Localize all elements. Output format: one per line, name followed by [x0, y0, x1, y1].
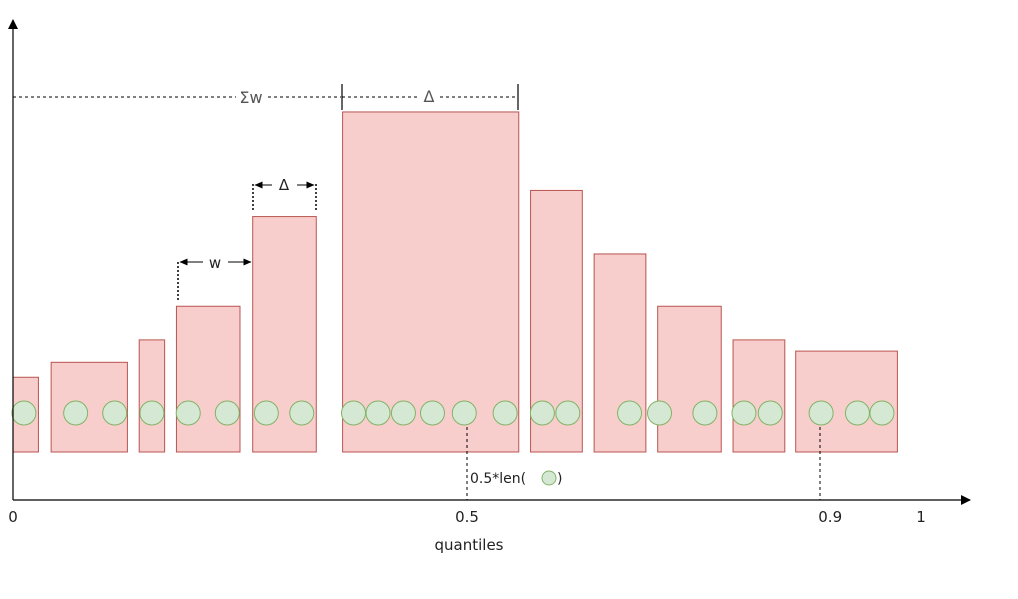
bin-bar-10: [732, 339, 786, 453]
data-point-5: [175, 400, 201, 426]
bin-bar-4: [175, 305, 241, 453]
x-tick-label-1: 1: [916, 508, 926, 526]
data-point-13: [451, 400, 477, 426]
sum-w-label: Σw: [239, 88, 262, 107]
data-point-1: [11, 400, 37, 426]
data-point-2: [63, 400, 89, 426]
data-point-8: [289, 400, 315, 426]
delta-bracket-top: [341, 84, 519, 110]
data-point-14: [492, 400, 518, 426]
data-point-7: [253, 400, 279, 426]
delta-bracket-mid: [252, 181, 317, 212]
data-point-15: [529, 400, 555, 426]
bins-group: [12, 111, 898, 453]
data-point-11: [390, 400, 416, 426]
x-tick-labels: 0 0.5 0.9 1: [8, 508, 926, 526]
data-point-22: [808, 400, 834, 426]
bin-bar-9: [657, 305, 722, 453]
data-point-4: [139, 400, 165, 426]
x-tick-label-0.5: 0.5: [455, 508, 479, 526]
w-bracket: [177, 258, 252, 300]
bin-bar-3: [138, 339, 166, 453]
x-tick-label-0: 0: [8, 508, 18, 526]
points-group: [11, 400, 895, 426]
data-point-20: [731, 400, 757, 426]
median-label-prefix: 0.5*len(: [470, 471, 526, 487]
data-point-18: [646, 400, 672, 426]
x-axis-title: quantiles: [435, 536, 504, 554]
delta-mid-label: Δ: [279, 176, 290, 194]
median-label-point-icon: [541, 470, 557, 486]
data-point-12: [419, 400, 445, 426]
data-point-19: [692, 400, 718, 426]
data-point-23: [844, 400, 870, 426]
w-label: w: [209, 254, 221, 272]
bin-bar-8: [593, 253, 647, 453]
x-tick-label-0.9: 0.9: [818, 508, 842, 526]
data-point-24: [869, 400, 895, 426]
data-point-6: [214, 400, 240, 426]
bin-bar-6: [342, 111, 520, 453]
data-point-21: [757, 400, 783, 426]
delta-top-label: Δ: [424, 87, 435, 106]
median-label-suffix: ): [557, 471, 562, 487]
data-point-17: [617, 400, 643, 426]
data-point-3: [102, 400, 128, 426]
data-point-16: [555, 400, 581, 426]
data-point-10: [365, 400, 391, 426]
data-point-9: [341, 400, 366, 426]
